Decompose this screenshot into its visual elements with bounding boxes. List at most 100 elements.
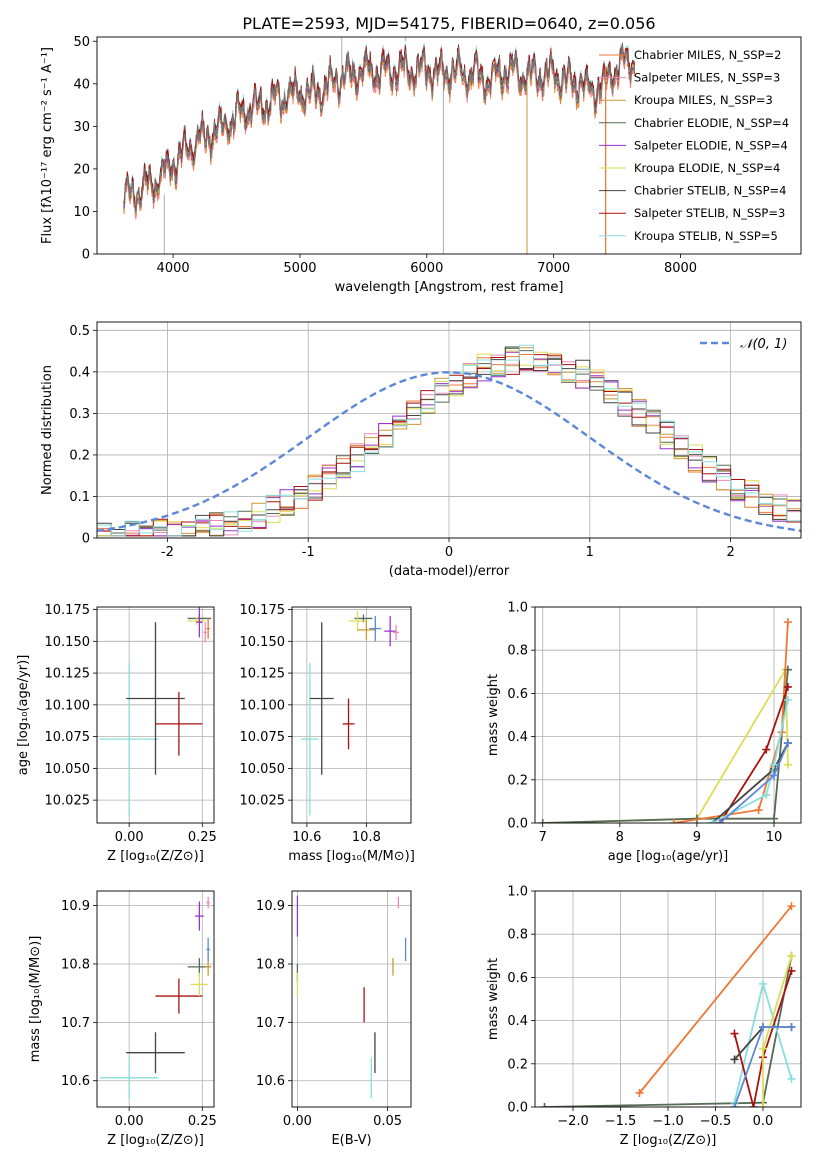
weight-line-2: [673, 622, 789, 823]
legend-entry: Salpeter ELODIE, N_SSP=4: [634, 138, 788, 152]
x-tick-label: 0.05: [373, 1114, 402, 1129]
x-tick-label: −1.5: [605, 1114, 637, 1129]
y-tick-label: 10.7: [256, 1016, 285, 1031]
panel-age_vs_mass: 10.6 10.8 10.025 10.050 10.075 10.100 10.125 10…: [240, 603, 415, 864]
x-tick-label: 4000: [157, 261, 190, 276]
weight-marker: [762, 745, 771, 754]
y-tick-label: 10.6: [256, 1074, 285, 1089]
y-axis-label: mass weight: [486, 958, 501, 1040]
weight-marker: [787, 902, 796, 911]
weight-marker: [759, 1103, 767, 1107]
axes-frame: [534, 890, 802, 1108]
x-axis-label: E(B-V): [331, 1133, 371, 1148]
errorbar-point-2: [342, 698, 355, 750]
legend-entry: Kroupa MILES, N_SSP=3: [634, 93, 773, 107]
y-tick-label: 10.125: [240, 667, 286, 682]
x-tick-label: 6000: [410, 261, 443, 276]
weight-marker: [730, 1103, 739, 1107]
panel-mass_weight_vs_age: 7 8 9 10 0.0 0.2 0.4 0.6 0.8 1.0 age [log₁₀(age/yr…: [486, 601, 802, 864]
y-tick-label: 50: [73, 35, 90, 50]
weight-marker: [635, 1088, 644, 1097]
x-tick-label: 0.0: [753, 1114, 774, 1129]
y-axis-label: mass [log₁₀(M/M⊙)]: [28, 936, 43, 1063]
weight-marker: [770, 771, 779, 780]
y-axis-label: Normed distribution: [40, 365, 55, 495]
y-tick-label: 0.0: [507, 1101, 528, 1116]
weight-marker: [730, 1029, 739, 1038]
panel-mass_weight_vs_Z: −2.0 −1.5 −1.0 −0.5 0.0 0.0 0.2 0.4 0.6 0.8 1.0 Z […: [486, 885, 802, 1148]
y-tick-label: 0.8: [507, 928, 528, 943]
weight-line-0: [638, 905, 793, 1094]
y-tick-label: 1.0: [507, 601, 528, 616]
plot-marks: [123, 37, 635, 254]
y-tick-label: 10.075: [240, 730, 286, 745]
x-tick-label: 5000: [283, 261, 316, 276]
y-tick-label: 30: [73, 120, 90, 135]
y-tick-label: 0.5: [69, 324, 90, 339]
y-axis-label: Flux [fλ10⁻¹⁷ erg cm⁻² s⁻¹ A⁻¹]: [40, 47, 55, 244]
y-tick-label: 0.1: [69, 490, 90, 505]
y-tick-label: 10.9: [256, 899, 285, 914]
x-axis-label: Z [log₁₀(Z/Z⊙)]: [107, 849, 204, 864]
x-tick-label: 0.00: [115, 1114, 144, 1129]
normal-reference-curve: [97, 371, 801, 532]
x-tick-label: 10.8: [352, 830, 381, 845]
y-tick-label: 0.6: [507, 687, 528, 702]
plot-marks: [97, 344, 801, 538]
legend: Chabrier MILES, N_SSP=2 Salpeter MILES, N…: [599, 48, 789, 243]
y-tick-label: 10.6: [61, 1074, 90, 1089]
x-tick-label: 9: [693, 830, 701, 845]
x-tick-label: -2: [161, 545, 174, 560]
weight-marker: [783, 760, 792, 769]
panel-mass_vs_ebv: 0.00 0.05 10.6 10.7 10.8 10.9 E(B-V): [256, 890, 412, 1148]
panel-spectrum: 4000 5000 6000 7000 8000 0 10 20 30 40 50 wavelengt…: [40, 35, 802, 295]
y-tick-label: 40: [73, 77, 90, 92]
plot-marks: [99, 896, 212, 1099]
y-tick-label: 10.9: [61, 899, 90, 914]
errorbar-point-6: [369, 615, 382, 642]
legend-entry: Kroupa STELIB, N_SSP=5: [634, 229, 778, 243]
y-tick-label: 20: [73, 162, 90, 177]
y-tick-label: 10.100: [45, 698, 91, 713]
legend-entry: Chabrier MILES, N_SSP=2: [634, 48, 781, 62]
x-tick-label: 0.00: [115, 830, 144, 845]
errorbar-point-1: [309, 622, 334, 775]
x-tick-label: 8: [616, 830, 624, 845]
y-tick-label: 0.3: [69, 407, 90, 422]
errorbar-point-2: [155, 978, 203, 1014]
x-tick-label: 0.00: [283, 1114, 312, 1129]
panel-residuals: -2 -1 0 1 2 0 0.1 0.2 0.3 0.4 0.5 (data-model)/erro…: [40, 321, 802, 579]
plot-marks: [296, 895, 407, 1099]
x-axis-label: wavelength [Angstrom, rest frame]: [335, 280, 564, 295]
plot-area: 4000 5000 6000 7000 800001020304050wavelengt…: [16, 35, 802, 1148]
weight-marker: [783, 618, 792, 627]
histogram-8: [97, 344, 801, 538]
y-tick-label: 0.2: [69, 448, 90, 463]
axes-frame: [96, 36, 802, 255]
y-tick-label: 1.0: [507, 885, 528, 900]
model-line-8: [123, 42, 635, 209]
errorbar-point-7: [194, 901, 204, 931]
x-tick-label: 10: [766, 830, 783, 845]
panel-mass_vs_Z: 0.00 0.25 10.6 10.7 10.8 10.9 Z [log₁₀(Z/Z⊙)] m…: [28, 890, 217, 1148]
plot-marks: [540, 902, 796, 1107]
weight-marker: [783, 695, 792, 704]
y-tick-label: 10.7: [61, 1016, 90, 1031]
legend-entry: Chabrier STELIB, N_SSP=4: [634, 184, 786, 198]
weight-marker: [749, 1103, 758, 1107]
axes-frame: [96, 606, 215, 824]
x-tick-label: −0.5: [700, 1114, 732, 1129]
x-tick-label: −1.0: [652, 1114, 684, 1129]
errorbar-point-0: [300, 662, 319, 816]
errorbar-point-7: [203, 622, 207, 643]
y-tick-label: 0.8: [507, 644, 528, 659]
x-axis-label: Z [log₁₀(Z/Z⊙)]: [620, 1133, 717, 1148]
y-tick-label: 0.4: [507, 1014, 528, 1029]
weight-marker: [787, 1074, 796, 1083]
plot-marks: [300, 610, 400, 816]
errorbar-point-6: [206, 618, 210, 639]
weight-line-3: [733, 970, 793, 1107]
errorbar-point-4: [187, 617, 206, 625]
x-tick-label: 7000: [537, 261, 570, 276]
y-tick-label: 10.050: [45, 762, 91, 777]
